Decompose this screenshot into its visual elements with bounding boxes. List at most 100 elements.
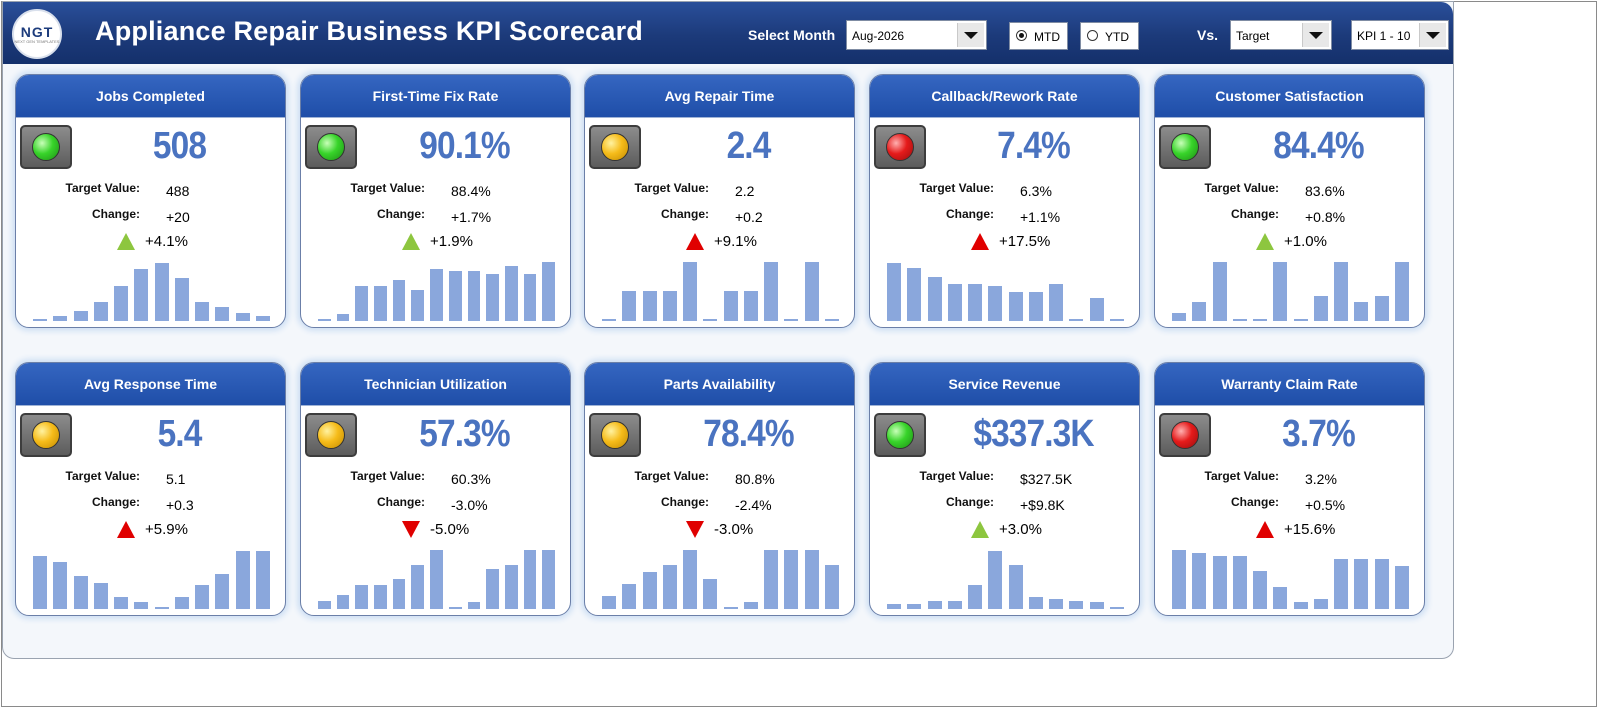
change-label: Change: — [1231, 207, 1279, 221]
change-percent: +9.1% — [714, 233, 757, 250]
trend-bar — [927, 277, 942, 321]
traffic-light-icon — [1159, 413, 1211, 457]
ytd-radio-dot-icon[interactable] — [1087, 30, 1098, 41]
kpi-value: $337.3K — [973, 413, 1094, 455]
trend-bar — [1293, 319, 1308, 321]
trend-bar — [683, 550, 697, 609]
trend-bar — [53, 316, 68, 321]
trend-bar — [374, 585, 387, 609]
change-value: +0.5% — [1305, 497, 1346, 513]
arrow-up-icon — [686, 233, 704, 250]
kpi-card: Jobs Completed 508 Target Value: 488 Cha… — [15, 74, 286, 328]
trend-bar — [542, 262, 555, 321]
mtd-radio[interactable]: MTD — [1009, 22, 1068, 50]
kpi-value: 90.1% — [419, 125, 510, 167]
trend-bar — [887, 263, 901, 321]
trend-bar — [430, 550, 443, 609]
trend-bar — [93, 302, 108, 321]
status-light-amber-icon — [32, 421, 60, 449]
trend-bar — [1313, 295, 1328, 321]
kpi-card-title: Avg Repair Time — [585, 75, 854, 118]
trend-bar — [1232, 556, 1247, 609]
trend-bar — [622, 291, 637, 321]
target-value-label: Target Value: — [634, 181, 709, 195]
trend-bar — [1394, 565, 1409, 609]
trend-bar — [430, 268, 443, 321]
trend-bar-chart — [599, 259, 842, 321]
trend-bar — [33, 319, 47, 321]
traffic-light-icon — [305, 125, 357, 169]
trend-bar — [411, 564, 425, 609]
logo: NGT NEXT GEN TEMPLATES — [12, 9, 62, 59]
target-value: 3.2% — [1305, 471, 1337, 487]
trend-bar — [907, 604, 922, 609]
vs-label: Vs. — [1197, 27, 1219, 43]
page-title: Appliance Repair Business KPI Scorecard — [95, 16, 643, 46]
trend-bar-chart — [599, 547, 842, 609]
target-value-label: Target Value: — [919, 181, 994, 195]
target-value: 83.6% — [1305, 183, 1345, 199]
trend-bar — [114, 286, 128, 321]
trend-bar — [174, 597, 189, 609]
trend-bar — [523, 550, 537, 609]
change-percent: -3.0% — [714, 521, 754, 538]
trend-bar — [504, 564, 518, 609]
traffic-light-icon — [874, 125, 926, 169]
trend-bar-chart — [30, 259, 273, 321]
kpi-card-title: Service Revenue — [870, 363, 1139, 406]
trend-bar — [486, 274, 499, 321]
trend-bar — [215, 306, 230, 321]
target-value-label: Target Value: — [1204, 181, 1279, 195]
trend-bar — [804, 262, 819, 321]
chevron-down-icon[interactable] — [957, 23, 984, 47]
trend-bar — [1069, 601, 1084, 609]
trend-bar-chart — [1169, 547, 1412, 609]
dashboard: NGT NEXT GEN TEMPLATES Appliance Repair … — [2, 1, 1454, 659]
trend-bar — [1028, 597, 1043, 609]
change-value: +0.8% — [1305, 209, 1346, 225]
target-value: 88.4% — [451, 183, 491, 199]
trend-bar — [467, 271, 481, 321]
change-percent: +17.5% — [999, 233, 1051, 250]
chevron-down-icon[interactable] — [1302, 23, 1329, 47]
trend-bar — [215, 574, 230, 609]
trend-bar — [154, 607, 169, 609]
kpi-card: Parts Availability 78.4% Target Value: 8… — [584, 362, 855, 616]
change-value: -3.0% — [451, 497, 488, 513]
arrow-down-icon — [686, 521, 704, 538]
change-label: Change: — [946, 495, 994, 509]
month-dropdown[interactable]: Aug-2026 — [846, 20, 987, 50]
header-bar: NGT NEXT GEN TEMPLATES Appliance Repair … — [3, 2, 1453, 64]
kpi-card-title: Technician Utilization — [301, 363, 570, 406]
trend-bar — [1089, 601, 1104, 609]
ytd-radio[interactable]: YTD — [1080, 22, 1139, 50]
trend-bar — [392, 579, 406, 609]
vs-dropdown[interactable]: Target — [1230, 20, 1332, 50]
trend-bar — [1374, 558, 1389, 609]
kpi-range-dropdown[interactable]: KPI 1 - 10 — [1351, 20, 1449, 50]
traffic-light-icon — [20, 413, 72, 457]
arrow-up-icon — [971, 521, 989, 538]
mtd-radio-dot-icon[interactable] — [1016, 30, 1027, 41]
arrow-up-icon — [971, 233, 989, 250]
trend-bar — [73, 576, 88, 609]
trend-bar — [73, 310, 88, 321]
kpi-card-title: Avg Response Time — [16, 363, 285, 406]
change-value: +1.7% — [451, 209, 492, 225]
target-value: 80.8% — [735, 471, 775, 487]
change-percent: +4.1% — [145, 233, 188, 250]
target-value: 2.2 — [735, 183, 755, 199]
trend-bar — [486, 569, 499, 609]
arrow-up-icon — [1256, 521, 1274, 538]
trend-bar — [907, 268, 922, 321]
trend-bar — [764, 262, 778, 321]
kpi-range-value: KPI 1 - 10 — [1357, 29, 1411, 43]
target-value: 5.1 — [166, 471, 186, 487]
kpi-card-title: Jobs Completed — [16, 75, 285, 118]
chevron-down-icon[interactable] — [1419, 23, 1446, 47]
trend-bar — [1334, 558, 1348, 609]
trend-bar — [743, 291, 758, 321]
trend-bar — [1192, 552, 1207, 609]
target-value-label: Target Value: — [65, 469, 140, 483]
trend-bar — [1394, 262, 1409, 321]
